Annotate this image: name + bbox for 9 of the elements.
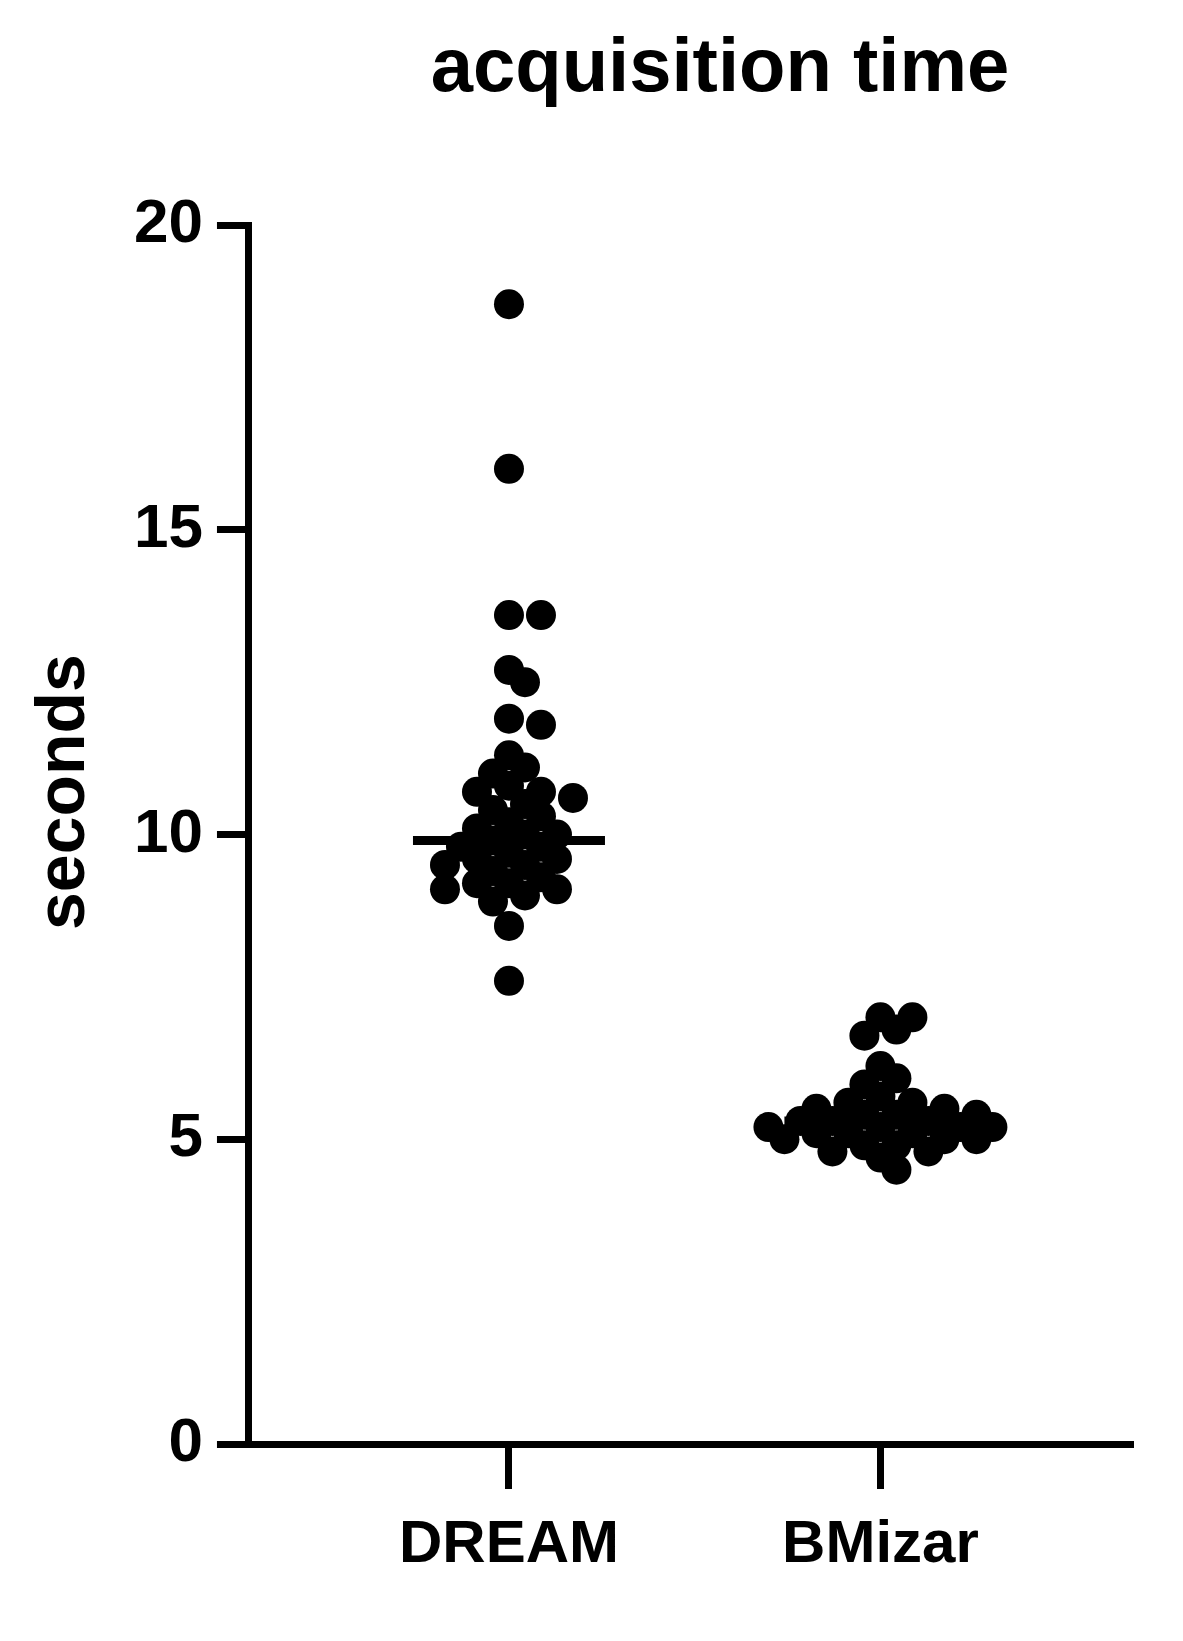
chart-title: acquisition time	[429, 21, 1011, 109]
y-tick-label: 5	[168, 1100, 203, 1170]
y-tick-label: 10	[133, 795, 203, 865]
y-axis-title: seconds	[21, 654, 99, 930]
y-tick-label: 15	[133, 490, 203, 560]
x-tick-label: BMizar	[782, 1507, 979, 1575]
y-tick-label: 20	[133, 186, 203, 256]
y-tick-label: 0	[168, 1405, 203, 1475]
x-tick-label: DREAM	[398, 1507, 619, 1575]
